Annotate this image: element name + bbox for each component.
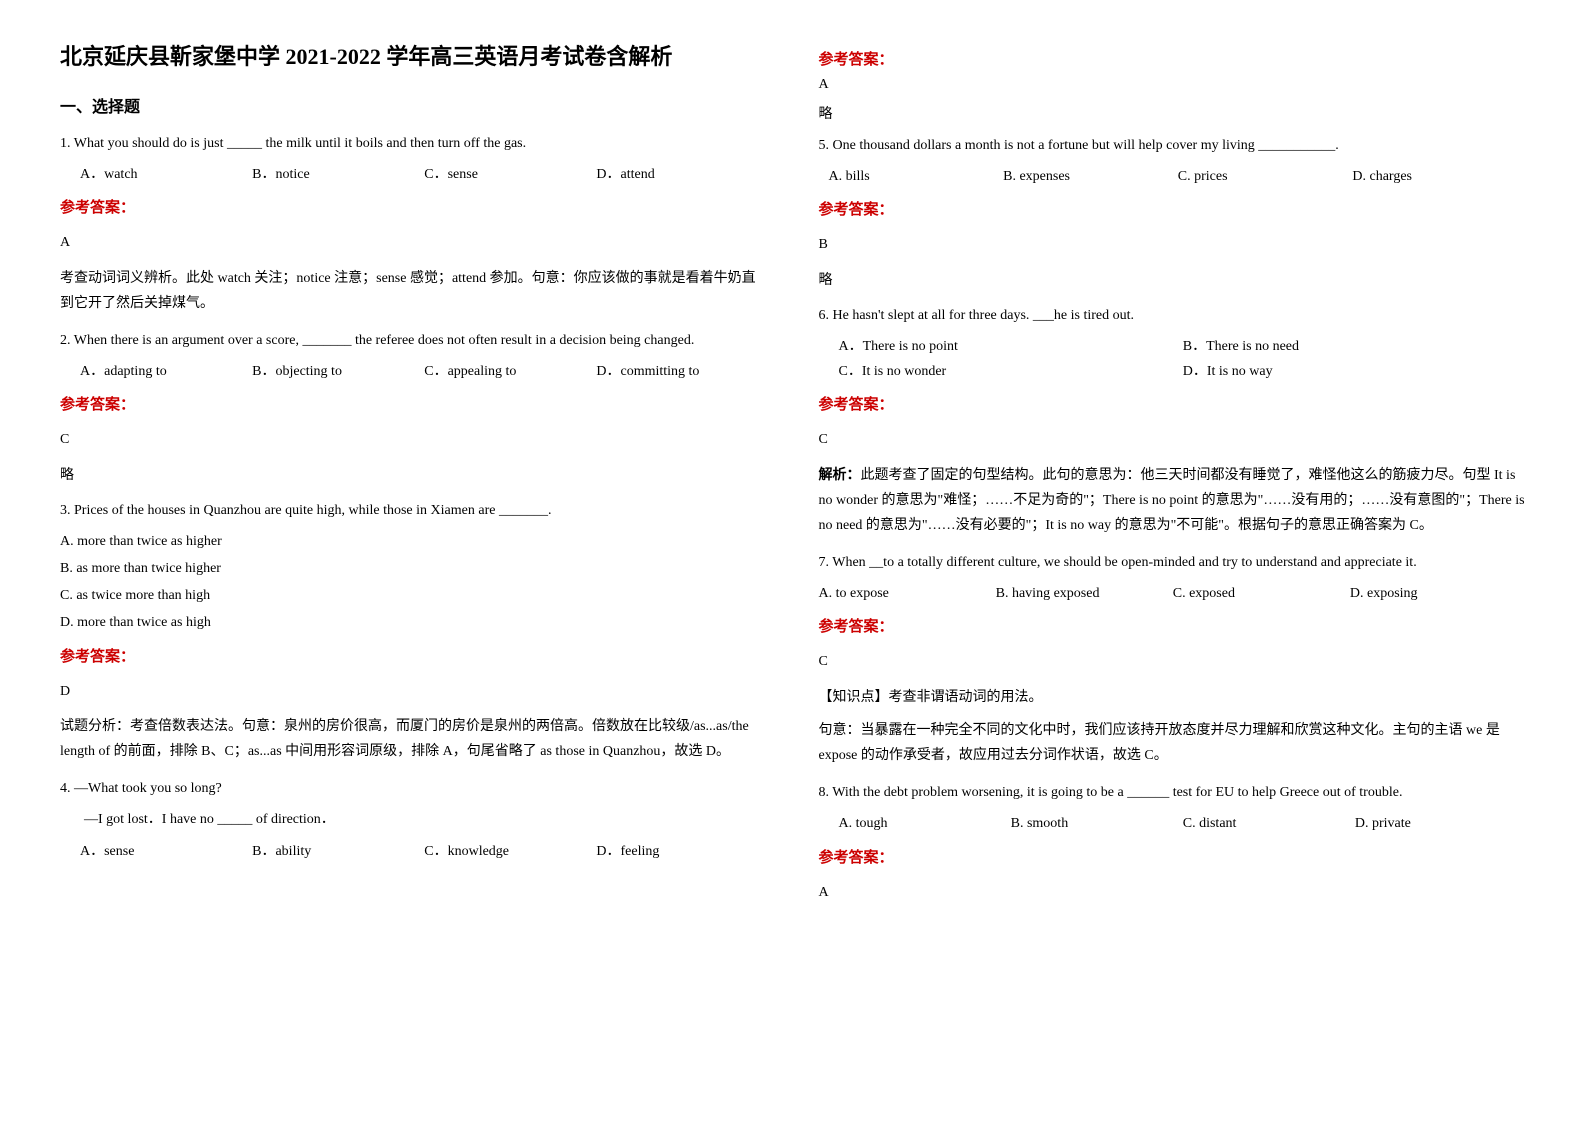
q7-opt-c: C. exposed (1173, 581, 1350, 606)
q2-options: A．adapting to B．objecting to C．appealing… (60, 359, 769, 384)
question-2: 2. When there is an argument over a scor… (60, 328, 769, 488)
q7-knowledge: 【知识点】考查非谓语动词的用法。 (819, 685, 1528, 710)
q5-opt-b: B. expenses (1003, 164, 1178, 189)
q4-opt-a: A．sense (80, 839, 252, 864)
q8-answer: A (819, 880, 1528, 905)
q3-explanation: 试题分析：考查倍数表达法。句意：泉州的房价很高，而厦门的房价是泉州的两倍高。倍数… (60, 714, 769, 764)
q1-options: A．watch B．notice C．sense D．attend (60, 162, 769, 187)
q5-answer-label: 参考答案： (819, 197, 1528, 224)
q7-text: 7. When __to a totally different culture… (819, 550, 1528, 575)
q1-explanation: 考查动词词义辨析。此处 watch 关注；notice 注意；sense 感觉；… (60, 266, 769, 316)
q4-answer-label: 参考答案： (819, 48, 1528, 69)
q6-explanation: 解析：此题考查了固定的句型结构。此句的意思为：他三天时间都没有睡觉了，难怪他这么… (819, 463, 1528, 539)
q6-opt-b: B．There is no need (1183, 334, 1527, 359)
q2-text: 2. When there is an argument over a scor… (60, 328, 769, 353)
q5-options: A. bills B. expenses C. prices D. charge… (819, 164, 1528, 189)
q3-opt-d: D. more than twice as high (60, 610, 769, 635)
q2-opt-b: B．objecting to (252, 359, 424, 384)
q6-options: A．There is no point B．There is no need C… (819, 334, 1528, 384)
q3-opt-b: B. as more than twice higher (60, 556, 769, 581)
q1-answer: A (60, 230, 769, 255)
q4-options: A．sense B．ability C．knowledge D．feeling (60, 839, 769, 864)
q1-text: 1. What you should do is just _____ the … (60, 131, 769, 156)
q4-answer: A (819, 77, 1528, 93)
q2-answer: C (60, 427, 769, 452)
q4-opt-d: D．feeling (596, 839, 768, 864)
q2-opt-d: D．committing to (596, 359, 768, 384)
q3-opt-a: A. more than twice as higher (60, 529, 769, 554)
q6-opt-c: C．It is no wonder (839, 359, 1183, 384)
question-1: 1. What you should do is just _____ the … (60, 131, 769, 316)
q1-opt-c: C．sense (424, 162, 596, 187)
left-column: 北京延庆县靳家堡中学 2021-2022 学年高三英语月考试卷含解析 一、选择题… (60, 40, 769, 915)
q4-text: 4. —What took you so long? (60, 776, 769, 801)
question-8: 8. With the debt problem worsening, it i… (819, 780, 1528, 905)
q8-opt-b: B. smooth (1011, 811, 1183, 836)
q8-opt-d: D. private (1355, 811, 1527, 836)
question-7: 7. When __to a totally different culture… (819, 550, 1528, 768)
q4-opt-b: B．ability (252, 839, 424, 864)
q7-answer-label: 参考答案： (819, 614, 1528, 641)
q8-opt-c: C. distant (1183, 811, 1355, 836)
q6-opt-a: A．There is no point (839, 334, 1183, 359)
q3-answer-label: 参考答案： (60, 644, 769, 671)
q8-opt-a: A. tough (839, 811, 1011, 836)
q6-explanation-text: 此题考查了固定的句型结构。此句的意思为：他三天时间都没有睡觉了，难怪他这么的筋疲… (819, 468, 1525, 533)
q5-opt-d: D. charges (1352, 164, 1527, 189)
question-3: 3. Prices of the houses in Quanzhou are … (60, 498, 769, 765)
q2-omit: 略 (60, 463, 769, 488)
q4-line2: —I got lost．I have no _____ of direction… (60, 807, 769, 832)
q6-answer: C (819, 427, 1528, 452)
q6-explanation-label: 解析： (819, 468, 861, 483)
q1-opt-a: A．watch (80, 162, 252, 187)
q2-answer-label: 参考答案： (60, 392, 769, 419)
q8-text: 8. With the debt problem worsening, it i… (819, 780, 1528, 805)
q7-opt-d: D. exposing (1350, 581, 1527, 606)
q6-answer-label: 参考答案： (819, 392, 1528, 419)
q2-opt-c: C．appealing to (424, 359, 596, 384)
q2-opt-a: A．adapting to (80, 359, 252, 384)
question-5: 5. One thousand dollars a month is not a… (819, 133, 1528, 293)
q1-answer-label: 参考答案： (60, 195, 769, 222)
q1-opt-b: B．notice (252, 162, 424, 187)
page-title: 北京延庆县靳家堡中学 2021-2022 学年高三英语月考试卷含解析 (60, 40, 769, 73)
q1-opt-d: D．attend (596, 162, 768, 187)
q6-text: 6. He hasn't slept at all for three days… (819, 303, 1528, 328)
q3-text: 3. Prices of the houses in Quanzhou are … (60, 498, 769, 523)
q4-omit: 略 (819, 103, 1528, 123)
q4-opt-c: C．knowledge (424, 839, 596, 864)
q5-answer: B (819, 232, 1528, 257)
question-6: 6. He hasn't slept at all for three days… (819, 303, 1528, 538)
q5-text: 5. One thousand dollars a month is not a… (819, 133, 1528, 158)
q7-opt-b: B. having exposed (996, 581, 1173, 606)
q5-omit: 略 (819, 268, 1528, 293)
q7-opt-a: A. to expose (819, 581, 996, 606)
right-column: 参考答案： A 略 5. One thousand dollars a mont… (819, 40, 1528, 915)
q7-explanation: 句意：当暴露在一种完全不同的文化中时，我们应该持开放态度并尽力理解和欣赏这种文化… (819, 718, 1528, 768)
q8-answer-label: 参考答案： (819, 845, 1528, 872)
q3-options: A. more than twice as higher B. as more … (60, 529, 769, 636)
q3-answer: D (60, 679, 769, 704)
q7-options: A. to expose B. having exposed C. expose… (819, 581, 1528, 606)
section-heading: 一、选择题 (60, 93, 769, 117)
q3-opt-c: C. as twice more than high (60, 583, 769, 608)
q5-opt-c: C. prices (1178, 164, 1353, 189)
q5-opt-a: A. bills (829, 164, 1004, 189)
question-4: 4. —What took you so long? —I got lost．I… (60, 776, 769, 864)
q8-options: A. tough B. smooth C. distant D. private (819, 811, 1528, 836)
q7-answer: C (819, 649, 1528, 674)
q6-opt-d: D．It is no way (1183, 359, 1527, 384)
